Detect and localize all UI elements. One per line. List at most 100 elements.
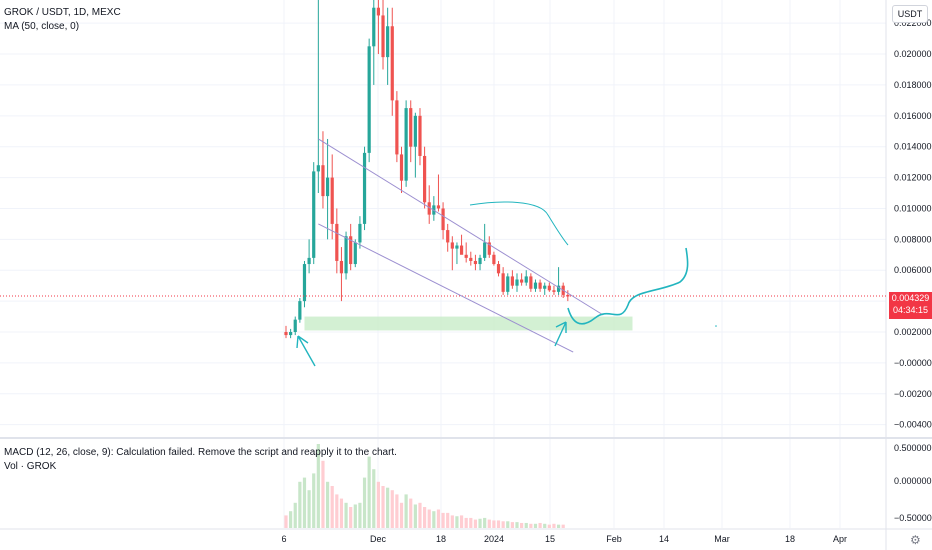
macd-legend[interactable]: MACD (12, 26, close, 9): Calculation fai…: [4, 447, 397, 458]
countdown-value: 04:34:15: [892, 305, 929, 315]
volume-bar: [446, 512, 450, 528]
volume-bar: [478, 518, 482, 528]
volume-bar: [515, 522, 519, 528]
time-axis[interactable]: 6 Dec 18 2024 15 Feb 14 Mar 18 Apr: [281, 534, 847, 544]
candle-body: [473, 260, 478, 265]
candle-body: [289, 331, 293, 336]
volume-bar: [469, 517, 473, 528]
price-tick: 0.016000: [894, 111, 932, 121]
candle-body: [409, 108, 413, 147]
currency-button[interactable]: USDT: [892, 5, 928, 23]
volume-bar: [473, 519, 478, 528]
volume-bar: [538, 522, 542, 528]
candle-body: [362, 152, 367, 224]
time-tick: 14: [659, 534, 669, 544]
candle-body: [459, 245, 464, 255]
price-tick: 0.020000: [894, 49, 932, 59]
price-tick: 0.018000: [894, 80, 932, 90]
arrow-left: [296, 335, 316, 367]
volume-bars: [284, 444, 565, 528]
price-axis[interactable]: 0.022000 0.020000 0.018000 0.016000 0.014000…: [894, 18, 932, 523]
candle-body: [436, 205, 441, 209]
candle-body: [455, 245, 459, 249]
candle-body: [413, 115, 417, 147]
candle-body: [321, 165, 325, 197]
candle-body: [478, 257, 482, 265]
symbol-legend[interactable]: GROK / USDT, 1D, MEXC: [4, 7, 121, 18]
freehand-curve: [469, 201, 569, 246]
support-zone: [304, 316, 633, 331]
volume-bar: [298, 481, 302, 528]
candle-body: [312, 171, 316, 258]
volume-bar: [487, 519, 491, 528]
volume-legend[interactable]: Vol · GROK: [4, 461, 57, 472]
volume-bar: [293, 502, 297, 528]
candle-body: [367, 46, 371, 153]
time-tick: Feb: [606, 534, 622, 544]
candle-body: [302, 264, 307, 302]
candle-body: [372, 7, 376, 47]
candle-body: [293, 319, 297, 332]
candle-body: [533, 282, 538, 289]
candle-body: [404, 108, 408, 181]
volume-bar: [344, 502, 348, 528]
candle-body: [344, 236, 348, 274]
candle-body: [358, 223, 362, 243]
candle-body: [543, 285, 547, 289]
volume-bar: [284, 515, 288, 528]
price-tick: 0.002000: [894, 327, 932, 337]
volume-bar: [330, 486, 334, 528]
price-tick: 0.006000: [894, 265, 932, 275]
time-tick: Dec: [370, 534, 387, 544]
candle-body: [496, 264, 501, 274]
candle-body: [423, 155, 427, 203]
volume-bar: [353, 504, 357, 528]
candle-body: [506, 276, 510, 292]
volume-bar: [321, 460, 325, 528]
volume-bar: [436, 509, 441, 528]
volume-bar: [432, 511, 436, 528]
candle-body: [381, 15, 385, 58]
candle-body: [510, 276, 514, 286]
candle-body: [441, 208, 445, 231]
candle-body: [325, 177, 330, 197]
ma-legend[interactable]: MA (50, close, 0): [4, 21, 80, 32]
volume-bar: [552, 523, 556, 528]
volume-tick: 0.000000: [894, 476, 932, 486]
time-tick: 15: [545, 534, 555, 544]
volume-bar: [339, 498, 344, 528]
candle-body: [395, 100, 399, 155]
volume-bar: [464, 517, 468, 528]
candle-body: [298, 301, 302, 320]
price-tick: −0.002000: [894, 389, 932, 399]
volume-bar: [506, 521, 510, 528]
time-tick: Apr: [833, 534, 847, 544]
volume-bar: [501, 521, 505, 528]
volume-bar: [561, 524, 565, 528]
volume-bar: [441, 512, 445, 528]
candle-body: [520, 279, 524, 283]
candles: [284, 0, 570, 339]
volume-bar: [367, 456, 371, 528]
candle-body: [487, 242, 491, 255]
volume-bar: [372, 469, 376, 528]
volume-bar: [483, 517, 487, 528]
candle-body: [552, 290, 556, 292]
candle-body: [492, 254, 496, 265]
volume-tick: 0.500000: [894, 443, 932, 453]
volume-bar: [390, 490, 394, 528]
volume-bar: [520, 522, 524, 528]
candle-body: [427, 202, 431, 215]
candle-body: [450, 242, 454, 249]
current-price-value: 0.004329: [891, 293, 930, 303]
candle-body: [376, 7, 380, 16]
time-tick: 2024: [484, 534, 504, 544]
candle-body: [353, 242, 357, 265]
volume-bar: [307, 490, 311, 528]
time-tick: 18: [436, 534, 446, 544]
volume-bar: [543, 523, 547, 528]
gear-icon[interactable]: ⚙: [910, 533, 921, 547]
